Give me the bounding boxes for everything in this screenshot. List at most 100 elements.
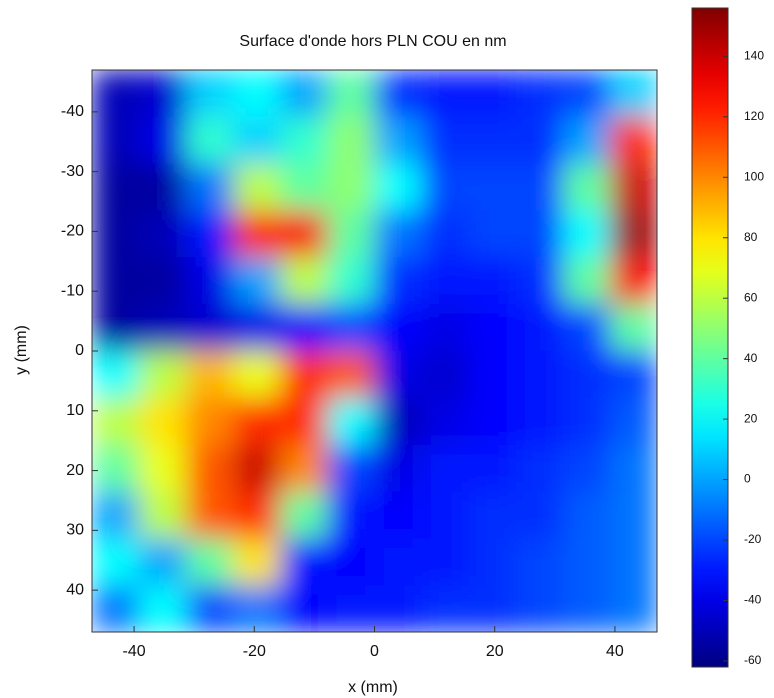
heat-cell bbox=[233, 585, 281, 632]
heat-cell bbox=[186, 444, 234, 492]
heat-cell bbox=[280, 397, 328, 446]
heat-cell bbox=[562, 538, 611, 586]
heat-cell bbox=[327, 491, 375, 539]
heat-cell bbox=[374, 397, 423, 446]
heat-cell bbox=[515, 163, 564, 211]
heat-cell bbox=[562, 163, 611, 211]
heat-cell bbox=[610, 116, 657, 165]
heat-cell bbox=[421, 491, 470, 539]
heat-cell bbox=[186, 491, 234, 539]
heat-cell bbox=[421, 351, 470, 399]
heat-cell bbox=[421, 163, 470, 211]
heat-cell bbox=[92, 70, 140, 118]
heat-cell bbox=[421, 257, 470, 305]
heat-cell bbox=[138, 70, 187, 118]
heat-cell bbox=[421, 116, 470, 165]
heat-cell bbox=[515, 70, 564, 118]
heat-cell bbox=[233, 257, 281, 305]
heat-cell bbox=[610, 444, 657, 492]
x-axis-label: x (mm) bbox=[348, 679, 398, 696]
heat-cell bbox=[374, 257, 423, 305]
heat-cell bbox=[468, 257, 517, 305]
heat-cell bbox=[610, 70, 657, 118]
y-tick-label: -40 bbox=[61, 103, 84, 120]
colorbar-tick-label: 0 bbox=[744, 472, 751, 486]
y-tick-label: 0 bbox=[75, 342, 84, 359]
heat-cell bbox=[280, 257, 328, 305]
heat-cell bbox=[138, 538, 187, 586]
heat-cell bbox=[327, 351, 375, 399]
heat-cell bbox=[186, 70, 234, 118]
heat-cell bbox=[280, 116, 328, 165]
heat-cell bbox=[562, 585, 611, 632]
heat-cell bbox=[610, 210, 657, 258]
heat-cell bbox=[186, 257, 234, 305]
heat-cell bbox=[562, 351, 611, 399]
heat-cell bbox=[233, 304, 281, 352]
heat-cell bbox=[610, 351, 657, 399]
heat-cell bbox=[92, 538, 140, 586]
heat-cell bbox=[138, 491, 187, 539]
heat-cell bbox=[186, 538, 234, 586]
heat-cell bbox=[92, 304, 140, 352]
heat-cell bbox=[327, 444, 375, 492]
heat-cell bbox=[92, 210, 140, 258]
heat-cell bbox=[92, 491, 140, 539]
heat-cell bbox=[421, 70, 470, 118]
heat-cell bbox=[374, 491, 423, 539]
y-tick-label: -20 bbox=[61, 223, 84, 240]
heat-cell bbox=[562, 116, 611, 165]
heat-cell bbox=[562, 397, 611, 446]
heat-cell bbox=[233, 163, 281, 211]
heat-cell bbox=[233, 70, 281, 118]
heat-cell bbox=[186, 351, 234, 399]
heat-cell bbox=[515, 304, 564, 352]
heat-cell bbox=[233, 351, 281, 399]
x-tick-label: -20 bbox=[243, 643, 266, 660]
heat-cell bbox=[468, 444, 517, 492]
heat-cell bbox=[233, 444, 281, 492]
heat-cell bbox=[610, 257, 657, 305]
x-tick-label: 0 bbox=[370, 643, 379, 660]
heat-cell bbox=[468, 210, 517, 258]
heat-cell bbox=[138, 397, 187, 446]
chart-title: Surface d'onde hors PLN COU en nm bbox=[239, 33, 506, 50]
heat-cell bbox=[610, 304, 657, 352]
colorbar bbox=[691, 7, 729, 668]
colorbar-tick-label: 20 bbox=[744, 411, 758, 425]
heat-cell bbox=[421, 538, 470, 586]
colorbar-tick-label: 40 bbox=[744, 351, 758, 365]
y-tick-label: 40 bbox=[66, 581, 84, 598]
heat-cell bbox=[468, 351, 517, 399]
heat-cell bbox=[515, 257, 564, 305]
heat-cell bbox=[327, 397, 375, 446]
heat-cell bbox=[327, 210, 375, 258]
heat-cell bbox=[610, 585, 657, 632]
heat-cell bbox=[374, 163, 423, 211]
heat-cell bbox=[468, 70, 517, 118]
heat-cell bbox=[610, 491, 657, 539]
heat-cell bbox=[92, 116, 140, 165]
heat-cell bbox=[610, 538, 657, 586]
colorbar-tick-label: -40 bbox=[744, 593, 762, 607]
x-tick-label: -40 bbox=[123, 643, 146, 660]
heat-cell bbox=[327, 538, 375, 586]
heat-cell bbox=[138, 163, 187, 211]
heat-cell bbox=[327, 257, 375, 305]
heat-cell bbox=[374, 585, 423, 632]
heat-cell bbox=[421, 397, 470, 446]
heat-cell bbox=[468, 397, 517, 446]
heat-cell bbox=[468, 163, 517, 211]
heat-cell bbox=[515, 585, 564, 632]
heat-cell bbox=[327, 116, 375, 165]
heat-cell bbox=[374, 116, 423, 165]
heat-cell bbox=[233, 397, 281, 446]
heat-cell bbox=[327, 70, 375, 118]
colorbar-tick-label: 140 bbox=[744, 49, 764, 63]
heat-cell bbox=[468, 304, 517, 352]
heat-cell bbox=[327, 304, 375, 352]
heat-cell bbox=[374, 210, 423, 258]
heat-cell bbox=[562, 210, 611, 258]
heat-cell bbox=[562, 491, 611, 539]
